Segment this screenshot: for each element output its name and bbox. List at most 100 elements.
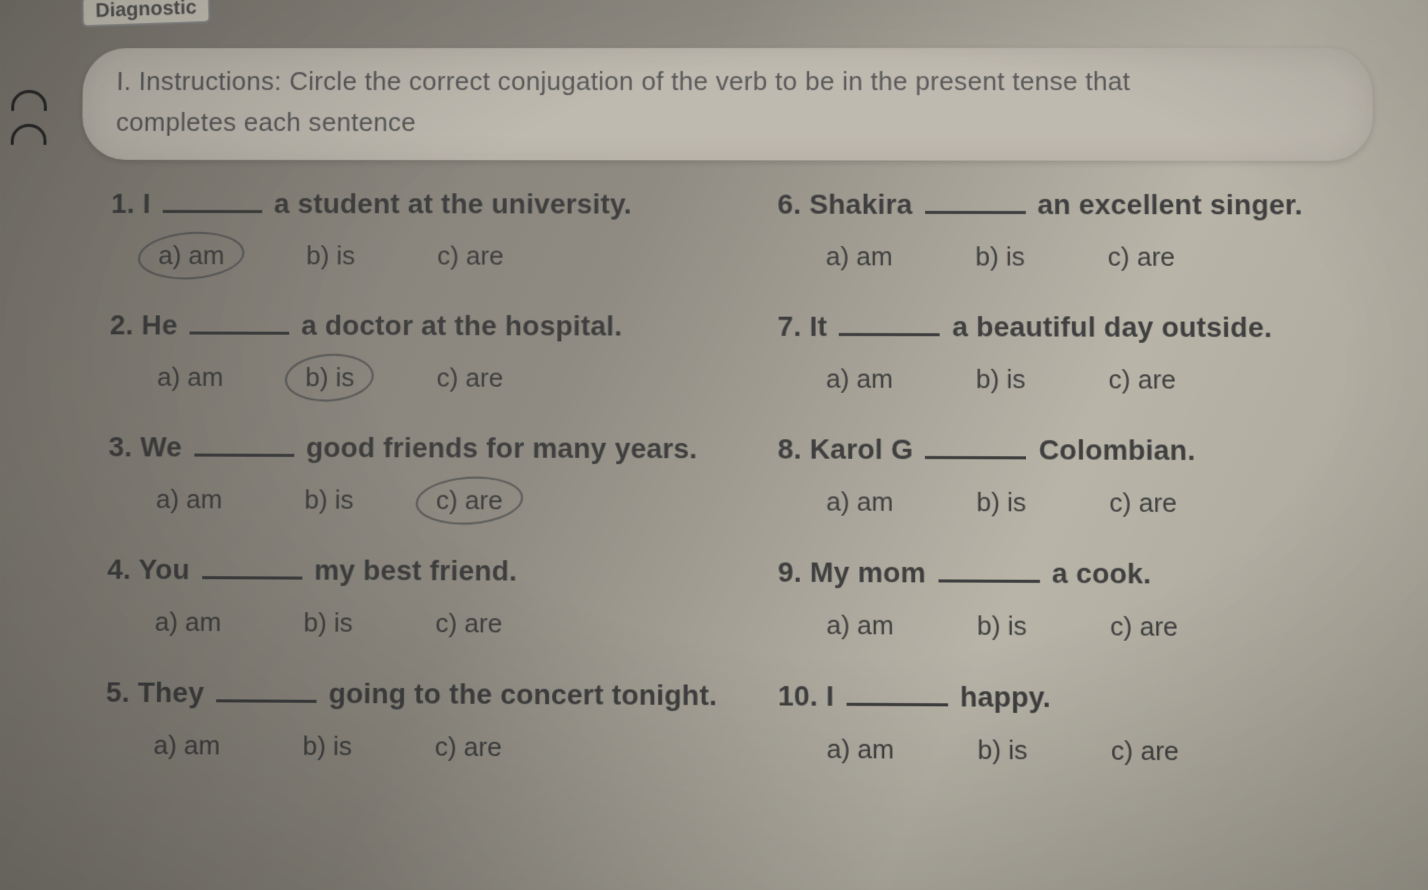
option-label: b)	[303, 607, 326, 638]
question-stem: 10. I happy.	[778, 680, 1370, 716]
options-row: a) am b) is c) are	[778, 607, 1369, 646]
option-b[interactable]: b) is	[299, 360, 360, 395]
instructions-band: I. Instructions: Circle the correct conj…	[82, 48, 1373, 161]
option-a[interactable]: a) am	[150, 482, 229, 518]
option-label: a)	[158, 240, 181, 270]
question: 3. We good friends for many years.a) amb…	[108, 431, 717, 519]
question-stem: 2. He a doctor at the hospital.	[110, 309, 717, 343]
option-label: b)	[977, 734, 1001, 765]
option-value: is	[335, 484, 354, 514]
option-label: b)	[975, 241, 998, 271]
option-a[interactable]: a) am	[820, 361, 899, 397]
option-b[interactable]: b) is	[971, 732, 1033, 768]
stem-predicate: a beautiful day outside.	[952, 311, 1272, 343]
stem-predicate: Colombian.	[1039, 434, 1196, 466]
instructions-line-2: completes each sentence	[116, 107, 1339, 139]
instructions-line-1: I. Instructions: Circle the correct conj…	[116, 66, 1338, 97]
fill-blank[interactable]	[924, 194, 1025, 214]
option-c[interactable]: c) are	[430, 360, 509, 396]
option-value: are	[1137, 241, 1175, 271]
option-b[interactable]: b) is	[300, 238, 361, 273]
stem-predicate: good friends for many years.	[306, 432, 698, 465]
option-b[interactable]: b) is	[296, 728, 358, 764]
fill-blank[interactable]	[846, 686, 948, 707]
option-value: are	[465, 362, 503, 392]
option-a[interactable]: a) am	[152, 238, 230, 273]
option-label: a)	[827, 733, 851, 764]
option-value: are	[466, 240, 504, 270]
option-c[interactable]: c) are	[1105, 733, 1185, 770]
stem-subject: They	[138, 676, 205, 708]
option-a[interactable]: a) am	[147, 727, 226, 763]
option-value: is	[1008, 734, 1027, 765]
options-row: a) am b) is c) are	[110, 238, 717, 274]
question: 8. Karol G Colombian. a) am b) is c) are	[778, 433, 1368, 522]
option-value: is	[1006, 241, 1025, 271]
option-a[interactable]: a) am	[820, 607, 900, 643]
question-stem: 8. Karol G Colombian.	[778, 433, 1367, 468]
stem-predicate: a cook.	[1052, 557, 1152, 589]
option-value: are	[1140, 735, 1179, 766]
option-c[interactable]: c) are	[429, 606, 508, 642]
question: 5. They going to the concert tonight. a) …	[105, 676, 717, 766]
fill-blank[interactable]	[202, 559, 302, 579]
option-label: a)	[826, 363, 849, 393]
questions-columns: 1. I a student at the university. a) am b)…	[35, 188, 1422, 808]
option-value: am	[857, 610, 894, 641]
right-column: 6. Shakira an excellent singer.a) amb) i…	[777, 189, 1370, 808]
option-label: b)	[304, 484, 327, 514]
question-stem: 1. I a student at the university.	[111, 188, 717, 221]
option-label: a)	[155, 606, 178, 637]
stem-predicate: my best friend.	[314, 554, 517, 586]
option-value: am	[857, 363, 894, 394]
option-b[interactable]: b) is	[970, 485, 1032, 521]
option-b[interactable]: b) is	[969, 239, 1031, 274]
fill-blank[interactable]	[216, 682, 317, 703]
question-number: 7.	[777, 311, 801, 342]
diagnostic-tag: Diagnostic	[81, 0, 211, 27]
option-value: am	[856, 241, 892, 271]
option-value: am	[857, 486, 894, 517]
stem-predicate: going to the concert tonight.	[328, 677, 717, 711]
option-c[interactable]: c) are	[430, 483, 509, 519]
option-c[interactable]: c) are	[1103, 485, 1183, 521]
question-stem: 5. They going to the concert tonight.	[106, 676, 717, 712]
option-label: a)	[157, 362, 180, 392]
question-number: 9.	[778, 556, 802, 588]
option-b[interactable]: b) is	[971, 608, 1033, 644]
option-c[interactable]: c) are	[1102, 362, 1182, 398]
option-c[interactable]: c) are	[1104, 609, 1184, 645]
stem-subject: He	[141, 309, 177, 340]
question-stem: 9. My mom a cook.	[778, 556, 1368, 591]
option-value: are	[1139, 487, 1177, 518]
question: 9. My mom a cook. a) am b) is c) are	[778, 556, 1369, 646]
option-a[interactable]: a) am	[151, 360, 230, 395]
fill-blank[interactable]	[162, 193, 262, 213]
option-a[interactable]: a) am	[149, 604, 228, 640]
option-c[interactable]: c) are	[429, 729, 508, 765]
option-value: is	[334, 607, 353, 638]
option-a[interactable]: a) am	[820, 239, 899, 274]
option-c[interactable]: c) are	[1102, 239, 1182, 275]
option-c[interactable]: c) are	[431, 238, 510, 273]
option-b[interactable]: b) is	[298, 482, 359, 518]
options-row: a) am b) is c) are	[108, 482, 717, 520]
fill-blank[interactable]	[839, 316, 940, 336]
fill-blank[interactable]	[194, 437, 294, 457]
option-b[interactable]: b) is	[297, 605, 359, 641]
option-a[interactable]: a) am	[820, 731, 900, 767]
fill-blank[interactable]	[925, 439, 1026, 459]
question-number: 2.	[110, 309, 134, 340]
option-value: am	[186, 484, 222, 515]
option-label: c)	[1108, 364, 1130, 395]
question-number: 8.	[778, 433, 802, 465]
option-b[interactable]: b) is	[970, 362, 1032, 398]
question-number: 5.	[106, 676, 130, 708]
fill-blank[interactable]	[938, 562, 1040, 582]
option-value: is	[1007, 487, 1026, 518]
option-a[interactable]: a) am	[820, 484, 899, 520]
stem-subject: I	[143, 188, 151, 219]
fill-blank[interactable]	[189, 315, 289, 335]
option-value: is	[1006, 364, 1025, 395]
option-value: is	[336, 362, 355, 392]
